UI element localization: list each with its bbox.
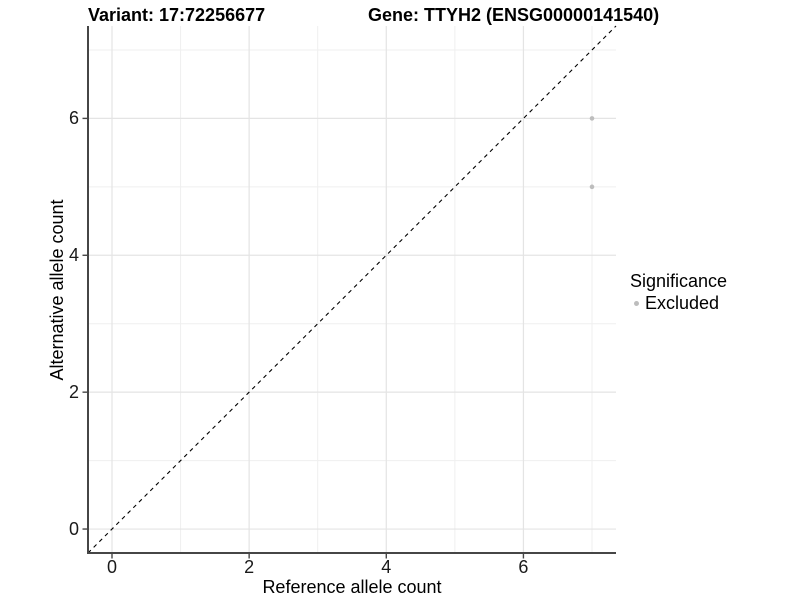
grid-minor-lines [88,26,616,553]
data-points [589,116,595,190]
x-axis-title: Reference allele count [262,577,442,597]
legend-title: Significance [630,271,728,291]
x-tick-label-2: 2 [244,557,255,577]
scatter-point [589,184,595,190]
y-axis-title: Alternative allele count [47,199,67,381]
scatter-point [589,116,595,121]
y-tick-label-4: 4 [68,245,79,266]
axis-lines [87,26,616,554]
legend-item-excluded: Excluded [634,293,727,313]
grid-major-lines [88,26,616,553]
x-tick-label-6: 6 [518,557,529,577]
y-tick-label-2: 2 [68,382,79,403]
y-tick-label-6: 6 [68,108,79,129]
axis-tick-marks [82,117,525,559]
gene-title: Gene: TTYH2 (ENSG00000141540) [368,5,660,25]
identity-dashed-line [87,25,617,554]
legend: Significance Excluded [630,270,727,313]
x-tick-label-0: 0 [106,557,118,577]
variant-title: Variant: 17:72256677 [88,5,266,25]
x-tick-label-4: 4 [381,557,392,577]
legend-point-icon [634,300,639,306]
legend-item-label: Excluded [645,293,720,313]
y-tick-label-0: 0 [68,519,79,540]
